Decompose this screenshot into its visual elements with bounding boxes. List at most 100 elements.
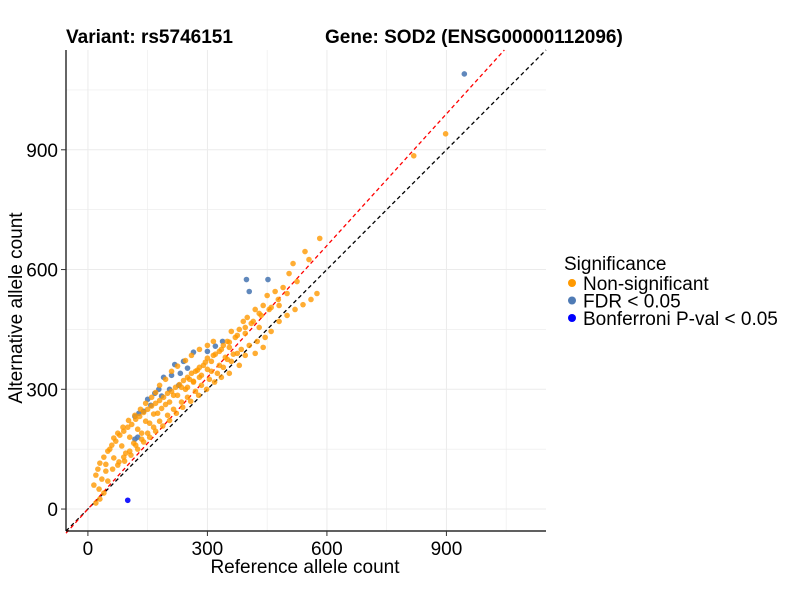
x-tick-label: 600	[311, 539, 343, 560]
point-non-significant	[203, 386, 210, 393]
point-non-significant	[107, 446, 113, 452]
point-non-significant	[284, 312, 290, 319]
point-non-significant	[125, 417, 132, 424]
point-non-significant	[192, 388, 199, 395]
point-non-significant	[172, 384, 179, 391]
point-fdr-0-05	[461, 71, 468, 77]
point-non-significant	[121, 458, 128, 464]
point-non-significant	[179, 404, 186, 411]
point-non-significant	[146, 420, 153, 427]
point-non-significant	[206, 376, 213, 383]
point-non-significant	[116, 459, 122, 465]
point-non-significant	[148, 394, 155, 401]
point-non-significant	[284, 290, 290, 297]
point-non-significant	[144, 406, 151, 413]
point-non-significant	[214, 370, 221, 377]
point-non-significant	[137, 406, 144, 413]
point-non-significant	[194, 367, 201, 373]
point-non-significant	[120, 424, 126, 431]
point-non-significant	[164, 412, 171, 419]
point-non-significant	[111, 435, 117, 441]
point-non-significant	[202, 359, 209, 365]
point-non-significant	[156, 418, 163, 425]
point-non-significant	[152, 428, 159, 435]
point-non-significant	[93, 500, 99, 506]
point-non-significant	[174, 392, 181, 399]
point-non-significant	[196, 374, 203, 381]
x-axis-label: Reference allele count	[210, 557, 400, 578]
point-non-significant	[152, 400, 159, 407]
point-non-significant	[226, 344, 233, 351]
point-non-significant	[154, 410, 161, 417]
point-non-significant	[230, 351, 237, 357]
point-non-significant	[211, 379, 218, 385]
point-non-significant	[314, 290, 320, 297]
point-non-significant	[168, 368, 175, 375]
point-non-significant	[260, 302, 266, 309]
point-non-significant	[148, 403, 155, 409]
point-fdr-0-05	[265, 276, 271, 283]
point-non-significant	[256, 324, 262, 331]
point-non-significant	[184, 384, 191, 391]
point-non-significant	[272, 288, 278, 295]
point-non-significant	[170, 392, 177, 399]
point-non-significant	[236, 362, 243, 369]
point-non-significant	[166, 417, 173, 424]
point-non-significant	[204, 342, 211, 349]
y-axis-label: Alternative allele count	[6, 212, 27, 404]
axes	[65, 50, 546, 532]
point-fdr-0-05	[204, 348, 211, 355]
point-non-significant	[244, 314, 251, 321]
point-non-significant	[173, 410, 180, 417]
legend-label-non-significant: Non-significant	[583, 274, 709, 295]
point-non-significant	[105, 478, 111, 484]
point-non-significant	[128, 452, 134, 458]
point-non-significant	[242, 330, 249, 337]
point-non-significant	[138, 430, 145, 437]
legend-key-fdr-0-05	[568, 296, 576, 305]
point-non-significant	[136, 413, 143, 420]
point-non-significant	[188, 352, 195, 359]
point-non-significant	[132, 412, 138, 419]
point-non-significant	[101, 490, 107, 496]
reference-lines	[65, 49, 547, 534]
point-non-significant	[109, 466, 116, 472]
point-non-significant	[195, 392, 202, 399]
legend-label-bonferroni-p-val-0-05: Bonferroni P-val < 0.05	[583, 309, 778, 330]
point-non-significant	[188, 370, 195, 377]
point-non-significant	[134, 446, 141, 452]
point-non-significant	[124, 424, 131, 431]
point-non-significant	[292, 306, 298, 313]
x-tick-label: 900	[431, 539, 463, 560]
point-non-significant	[238, 346, 245, 353]
point-non-significant	[182, 357, 189, 364]
point-non-significant	[410, 152, 417, 159]
point-non-significant	[224, 356, 231, 363]
point-non-significant	[240, 318, 247, 325]
point-non-significant	[276, 318, 282, 325]
point-non-significant	[306, 256, 312, 263]
point-non-significant	[198, 382, 205, 389]
point-non-significant	[156, 382, 163, 389]
y-tick-label: 300	[26, 380, 58, 401]
point-non-significant	[250, 318, 257, 325]
point-non-significant	[234, 332, 241, 339]
point-non-significant	[103, 468, 109, 474]
point-non-significant	[276, 302, 282, 309]
point-fdr-0-05	[246, 288, 253, 295]
point-non-significant	[114, 430, 121, 437]
point-non-significant	[180, 377, 187, 384]
point-non-significant	[99, 476, 105, 482]
reference-line-identity	[65, 49, 547, 532]
point-fdr-0-05	[184, 365, 191, 371]
point-non-significant	[159, 423, 166, 429]
point-non-significant	[268, 328, 274, 335]
point-non-significant	[156, 397, 163, 404]
point-non-significant	[252, 350, 259, 357]
point-non-significant	[178, 399, 185, 405]
point-non-significant	[266, 306, 272, 313]
point-non-significant	[95, 466, 101, 472]
point-non-significant	[316, 235, 323, 242]
point-non-significant	[146, 434, 153, 440]
